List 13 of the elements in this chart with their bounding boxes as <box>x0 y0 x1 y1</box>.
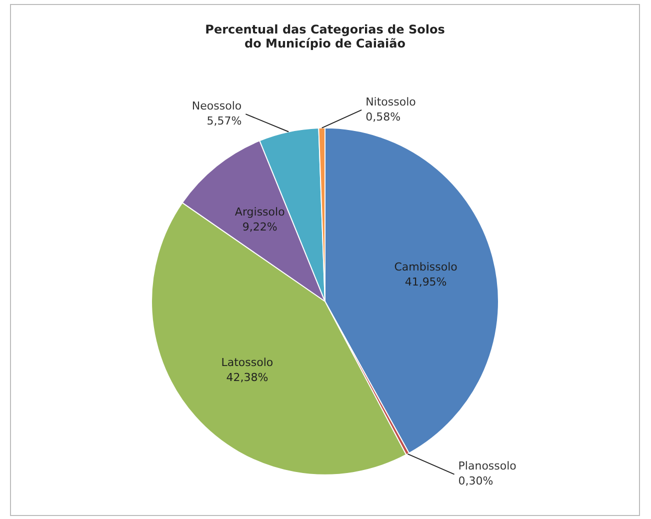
data-label: 9,22% <box>242 220 278 234</box>
chart-title: Percentual das Categorias de Solos do Município de Caiaião <box>205 22 445 51</box>
slice-label: Planossolo <box>458 460 517 473</box>
data-label: 41,95% <box>404 276 447 289</box>
slice-label: Neossolo <box>192 99 242 112</box>
slice-label: Latossolo <box>221 356 274 369</box>
slice-label: Cambissolo <box>394 260 458 274</box>
data-label: 42,38% <box>226 370 268 384</box>
data-label: 5,57% <box>206 114 242 128</box>
data-label: 0,30% <box>458 474 494 488</box>
data-label: 0,58% <box>366 110 401 124</box>
slice-label: Nitossolo <box>366 95 416 108</box>
slice-label: Argissolo <box>234 206 286 219</box>
